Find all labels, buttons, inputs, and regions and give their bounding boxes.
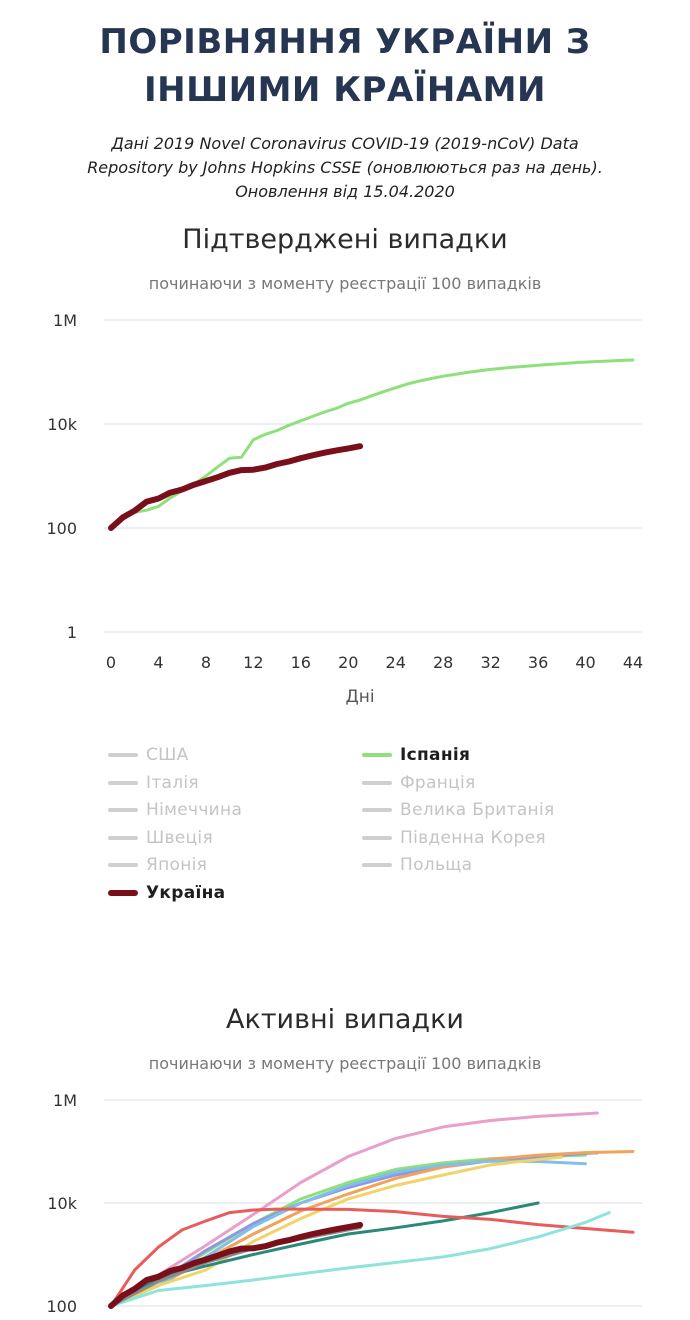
legend-item[interactable]: США — [108, 742, 189, 768]
x-tick-label: 4 — [153, 653, 163, 672]
legend-label: Італія — [146, 772, 199, 793]
x-tick-label: 36 — [528, 653, 548, 672]
active-cases-chart: 100 10k 1M — [46, 1091, 642, 1316]
y-tick-label: 10k — [47, 415, 77, 434]
source-line2: Repository by Johns Hopkins CSSE (оновлю… — [87, 158, 603, 177]
y-tick-label: 100 — [46, 519, 77, 538]
series-line-Україна — [108, 1221, 364, 1309]
legend-swatch — [108, 780, 138, 785]
series-line-Японія — [109, 1211, 611, 1308]
x-tick-label: 40 — [575, 653, 595, 672]
legend-item[interactable]: Велика Британія — [362, 797, 555, 823]
chart2-subtitle: починаючи з моменту реєстрації 100 випад… — [148, 1054, 542, 1073]
x-tick-label: 44 — [623, 653, 643, 672]
legend-label: Швеція — [146, 827, 213, 848]
y-tick-label: 1M — [53, 311, 77, 330]
legend-label: Україна — [146, 883, 226, 903]
confirmed-cases-chart: 1 100 10k 1M 0 4 8 12 16 20 24 28 32 36 40 44 Дні — [46, 311, 643, 707]
legend-label: Іспанія — [400, 745, 471, 765]
legend-item[interactable]: Швеція — [108, 825, 213, 851]
y-tick-label: 100 — [46, 1297, 77, 1316]
x-tick-label: 12 — [243, 653, 263, 672]
legend-item[interactable]: Україна — [108, 880, 225, 906]
legend-item[interactable]: Італія — [108, 770, 199, 796]
legend-label: Франція — [400, 772, 476, 793]
series-line-Україна — [108, 443, 364, 531]
legend-item[interactable]: Японія — [108, 852, 207, 878]
legend-item[interactable]: Іспанія — [362, 742, 470, 768]
legend-item[interactable]: Південна Корея — [362, 825, 546, 851]
x-axis-label: Дні — [345, 687, 374, 707]
x-tick-label: 28 — [433, 653, 453, 672]
x-tick-label: 20 — [338, 653, 358, 672]
legend-swatch — [362, 835, 392, 840]
series-line-Велика Британія — [109, 1155, 564, 1308]
x-tick-label: 16 — [291, 653, 311, 672]
x-tick-label: 32 — [480, 653, 500, 672]
legend-swatch — [108, 753, 138, 757]
legend-label: Німеччина — [146, 800, 243, 821]
chart-legend: США Іспанія Італія Франція Німеччина Велика Б… — [108, 742, 628, 910]
legend-swatch — [362, 863, 392, 868]
legend-item[interactable]: Польща — [362, 852, 472, 878]
legend-item[interactable]: Німеччина — [108, 797, 242, 823]
legend-label: США — [146, 745, 189, 765]
source-line1: Дані 2019 Novel Coronavirus COVID-19 (20… — [111, 134, 579, 153]
legend-swatch — [362, 780, 392, 785]
legend-item[interactable]: Франція — [362, 770, 476, 796]
y-tick-label: 1 — [67, 623, 77, 642]
legend-swatch — [108, 863, 138, 868]
series-line-Південна Корея — [109, 1207, 635, 1308]
legend-swatch — [108, 835, 138, 840]
legend-swatch — [108, 890, 138, 896]
page-title-line1: ПОРІВНЯННЯ УКРАЇНИ З — [99, 22, 591, 62]
chart1-subtitle: починаючи з моменту реєстрації 100 випад… — [148, 274, 542, 293]
series-line-США — [109, 1111, 599, 1308]
series-line-Італія — [109, 1151, 599, 1308]
series-line-Іспанія — [109, 358, 635, 530]
chart2-title: Активні випадки — [226, 1004, 464, 1035]
legend-label: Велика Британія — [400, 800, 555, 821]
x-tick-label: 8 — [201, 653, 211, 672]
y-tick-label: 1M — [53, 1091, 77, 1110]
legend-swatch — [108, 808, 138, 813]
legend-swatch — [362, 753, 392, 757]
x-tick-label: 0 — [106, 653, 116, 672]
source-line3: Оновлення від 15.04.2020 — [235, 182, 455, 201]
chart1-title: Підтверджені випадки — [182, 224, 508, 255]
legend-label: Польща — [400, 855, 473, 876]
x-tick-label: 24 — [386, 653, 406, 672]
y-tick-label: 10k — [47, 1194, 77, 1213]
legend-label: Південна Корея — [400, 827, 546, 848]
legend-label: Японія — [146, 855, 208, 876]
legend-swatch — [362, 808, 392, 813]
page-title-line2: ІНШИМИ КРАЇНАМИ — [144, 70, 546, 110]
